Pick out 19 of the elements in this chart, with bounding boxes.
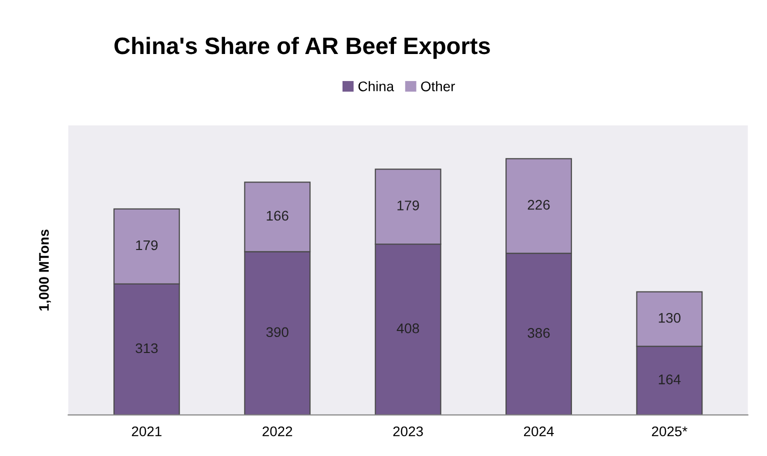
x-tick-label: 2021: [132, 426, 162, 436]
data-label: 130: [658, 312, 680, 323]
y-axis-title: 1,000 MTons: [39, 230, 51, 310]
x-tick-label: 2025*: [652, 426, 688, 436]
x-tick-label: 2024: [524, 426, 554, 436]
data-label: 390: [266, 327, 288, 338]
x-tick-label: 2023: [393, 426, 423, 436]
legend-label: Other: [421, 81, 455, 92]
data-label: 226: [528, 200, 550, 210]
legend-label: China: [358, 81, 394, 92]
data-label: 408: [396, 323, 420, 334]
data-label: 179: [398, 200, 419, 210]
x-tick-label: 2022: [262, 426, 292, 436]
chart-title: China's Share of AR Beef Exports: [114, 36, 490, 59]
data-label: 179: [136, 240, 158, 250]
data-label: 313: [136, 343, 158, 354]
data-label: 166: [266, 210, 288, 221]
data-label: 386: [528, 328, 550, 338]
data-label: 164: [658, 374, 681, 384]
